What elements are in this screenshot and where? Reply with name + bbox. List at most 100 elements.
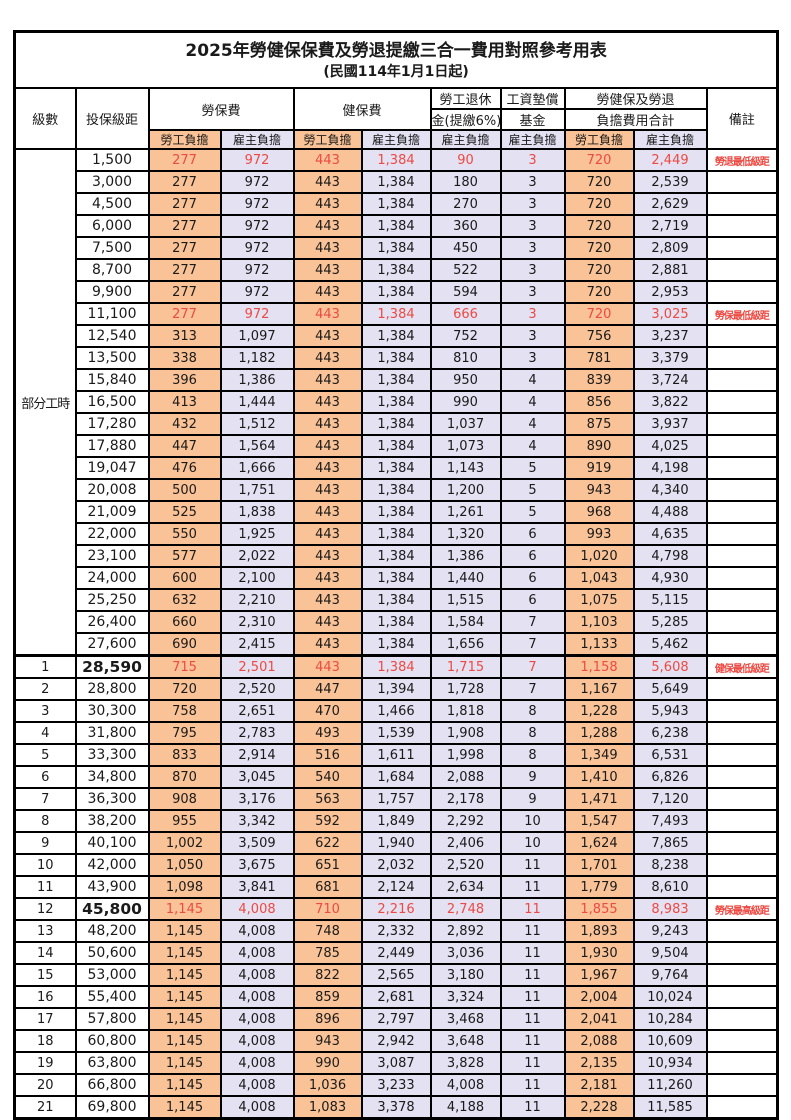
value-cell: 1,384 [360,654,432,679]
value-cell: 1,386 [219,368,295,392]
value-cell: 720 [563,148,635,172]
bracket-cell: 63,800 [74,1051,150,1075]
value-cell: 396 [147,368,222,392]
value-cell: 7 [499,654,566,679]
value-cell: 600 [147,566,222,590]
note-cell [705,258,779,282]
value-cell: 1,133 [563,632,635,657]
value-cell: 5 [499,500,566,524]
level-cell: 20 [13,1073,77,1097]
value-cell: 1,818 [429,699,502,723]
value-cell: 1,384 [360,588,432,612]
note-cell [705,1073,779,1097]
value-cell: 4,198 [632,456,708,480]
value-cell: 972 [219,258,295,282]
bracket-cell: 53,000 [74,963,150,987]
value-cell: 1,930 [563,941,635,965]
value-cell: 2,942 [360,1029,432,1053]
value-cell: 338 [147,346,222,370]
bracket-cell: 1,500 [74,148,150,172]
bracket-cell: 36,300 [74,787,150,811]
value-cell: 11 [499,1095,566,1120]
value-cell: 972 [219,148,295,172]
value-cell: 540 [292,765,363,789]
level-cell: 10 [13,853,77,877]
value-cell: 8 [499,699,566,723]
value-cell: 1,098 [147,875,222,899]
table-row: 25,250 632 2,210 443 1,384 1,515 6 1,075 5,115 [15,588,779,612]
value-cell: 1,547 [563,809,635,833]
value-cell: 5 [499,456,566,480]
bracket-cell: 27,600 [74,632,150,657]
note-cell [705,1051,779,1075]
note-cell [705,522,779,546]
value-cell: 4,340 [632,478,708,502]
value-cell: 720 [563,302,635,326]
note-cell: 健保最低級距 [705,654,779,679]
col-header-labor-insurance: 勞保費 [147,87,295,131]
value-cell: 720 [147,677,222,701]
bracket-cell: 17,280 [74,412,150,436]
table-row: 11 43,900 1,098 3,841 681 2,124 2,634 11 1,779 8,… [13,875,779,899]
value-cell: 681 [292,875,363,899]
value-cell: 432 [147,412,222,436]
value-cell: 3,324 [429,985,502,1009]
note-cell [705,544,779,568]
value-cell: 1,394 [360,677,432,701]
col-header-wagefund-line1: 工資墊償 [499,87,566,110]
value-cell: 2,216 [360,897,432,921]
value-cell: 277 [147,214,222,238]
value-cell: 1,050 [147,853,222,877]
value-cell: 4,008 [219,963,295,987]
value-cell: 577 [147,544,222,568]
table-row: 8,700 277 972 443 1,384 522 3 720 2,881 [15,258,779,282]
value-cell: 720 [563,258,635,282]
level-cell: 16 [13,985,77,1009]
value-cell: 2,881 [632,258,708,282]
value-cell: 1,512 [219,412,295,436]
value-cell: 1,384 [360,500,432,524]
value-cell: 715 [147,654,222,679]
value-cell: 4,635 [632,522,708,546]
value-cell: 11 [499,1029,566,1053]
value-cell: 2,406 [429,831,502,855]
table-row: 部分工時 1,500 277 972 443 1,384 90 3 720 2,449 勞退最低級距 [13,148,779,657]
value-cell: 2,032 [360,853,432,877]
level-cell: 12 [13,897,77,921]
value-cell: 2,228 [563,1095,635,1120]
note-cell [705,765,779,789]
table-row: 9 40,100 1,002 3,509 622 1,940 2,406 10 1,624 7,8… [13,831,779,855]
col-header-health-insurance: 健保費 [292,87,432,131]
table-row: 6,000 277 972 443 1,384 360 3 720 2,719 [15,214,779,238]
value-cell: 4,008 [219,1073,295,1097]
value-cell: 443 [292,390,363,414]
value-cell: 1,145 [147,1073,222,1097]
value-cell: 7 [499,677,566,701]
value-cell: 1,701 [563,853,635,877]
value-cell: 3,509 [219,831,295,855]
level-cell: 19 [13,1051,77,1075]
bracket-cell: 26,400 [74,610,150,634]
table-row: 22,000 550 1,925 443 1,384 1,320 6 993 4,635 [15,522,779,546]
value-cell: 1,097 [219,324,295,348]
value-cell: 1,145 [147,1095,222,1120]
value-cell: 2,449 [632,148,708,172]
col-header-pension-line2: 金(提繳6%) [429,108,502,131]
value-cell: 3 [499,280,566,304]
note-cell [705,610,779,634]
level-cell: 11 [13,875,77,899]
value-cell: 1,384 [360,610,432,634]
table-row: 4,500 277 972 443 1,384 270 3 720 2,629 [15,192,779,216]
value-cell: 993 [563,522,635,546]
value-cell: 443 [292,544,363,568]
value-cell: 3 [499,170,566,194]
value-cell: 11 [499,875,566,899]
value-cell: 6 [499,566,566,590]
value-cell: 5,285 [632,610,708,634]
value-cell: 1,515 [429,588,502,612]
value-cell: 516 [292,743,363,767]
value-cell: 781 [563,346,635,370]
bracket-cell: 8,700 [74,258,150,282]
value-cell: 6 [499,588,566,612]
value-cell: 1,384 [360,346,432,370]
